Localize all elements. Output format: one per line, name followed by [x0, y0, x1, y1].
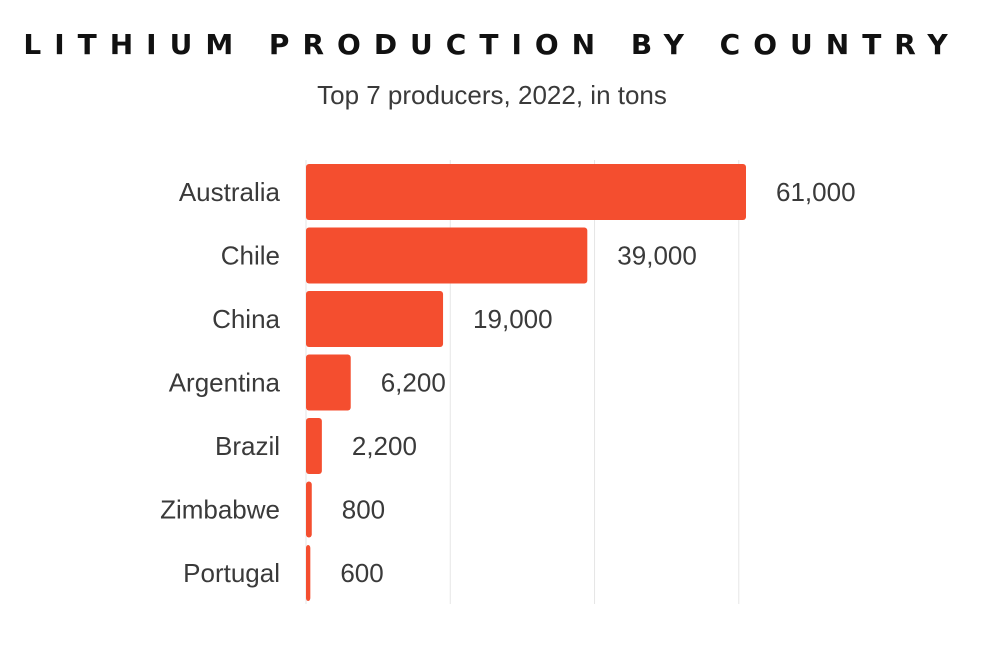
category-label-china: China [212, 304, 280, 334]
category-label-argentina: Argentina [169, 368, 281, 398]
value-label-zimbabwe: 800 [342, 495, 385, 525]
bar-china [306, 291, 444, 347]
bar-australia [306, 164, 746, 220]
bar-portugal [306, 545, 311, 601]
value-label-portugal: 600 [340, 558, 383, 588]
chart-title: LITHIUM PRODUCTION BY COUNTRY [23, 28, 961, 61]
category-label-australia: Australia [179, 177, 281, 207]
category-label-zimbabwe: Zimbabwe [160, 495, 280, 525]
bar-argentina [306, 354, 351, 411]
value-label-china: 19,000 [473, 304, 553, 334]
chart-subtitle: Top 7 producers, 2022, in tons [317, 80, 667, 110]
value-label-chile: 39,000 [617, 241, 697, 271]
category-label-portugal: Portugal [183, 558, 280, 588]
value-label-australia: 61,000 [776, 177, 856, 207]
category-label-brazil: Brazil [215, 431, 280, 461]
bar-zimbabwe [306, 481, 312, 538]
bar-brazil [306, 418, 322, 474]
category-label-chile: Chile [221, 241, 280, 271]
value-label-argentina: 6,200 [381, 368, 446, 398]
bars [306, 164, 746, 601]
value-label-brazil: 2,200 [352, 431, 417, 461]
labels: Australia 61,000 Chile 39,000 China 19,000 Arg… [160, 177, 855, 588]
bar-chile [306, 227, 588, 284]
gridlines [305, 160, 740, 604]
